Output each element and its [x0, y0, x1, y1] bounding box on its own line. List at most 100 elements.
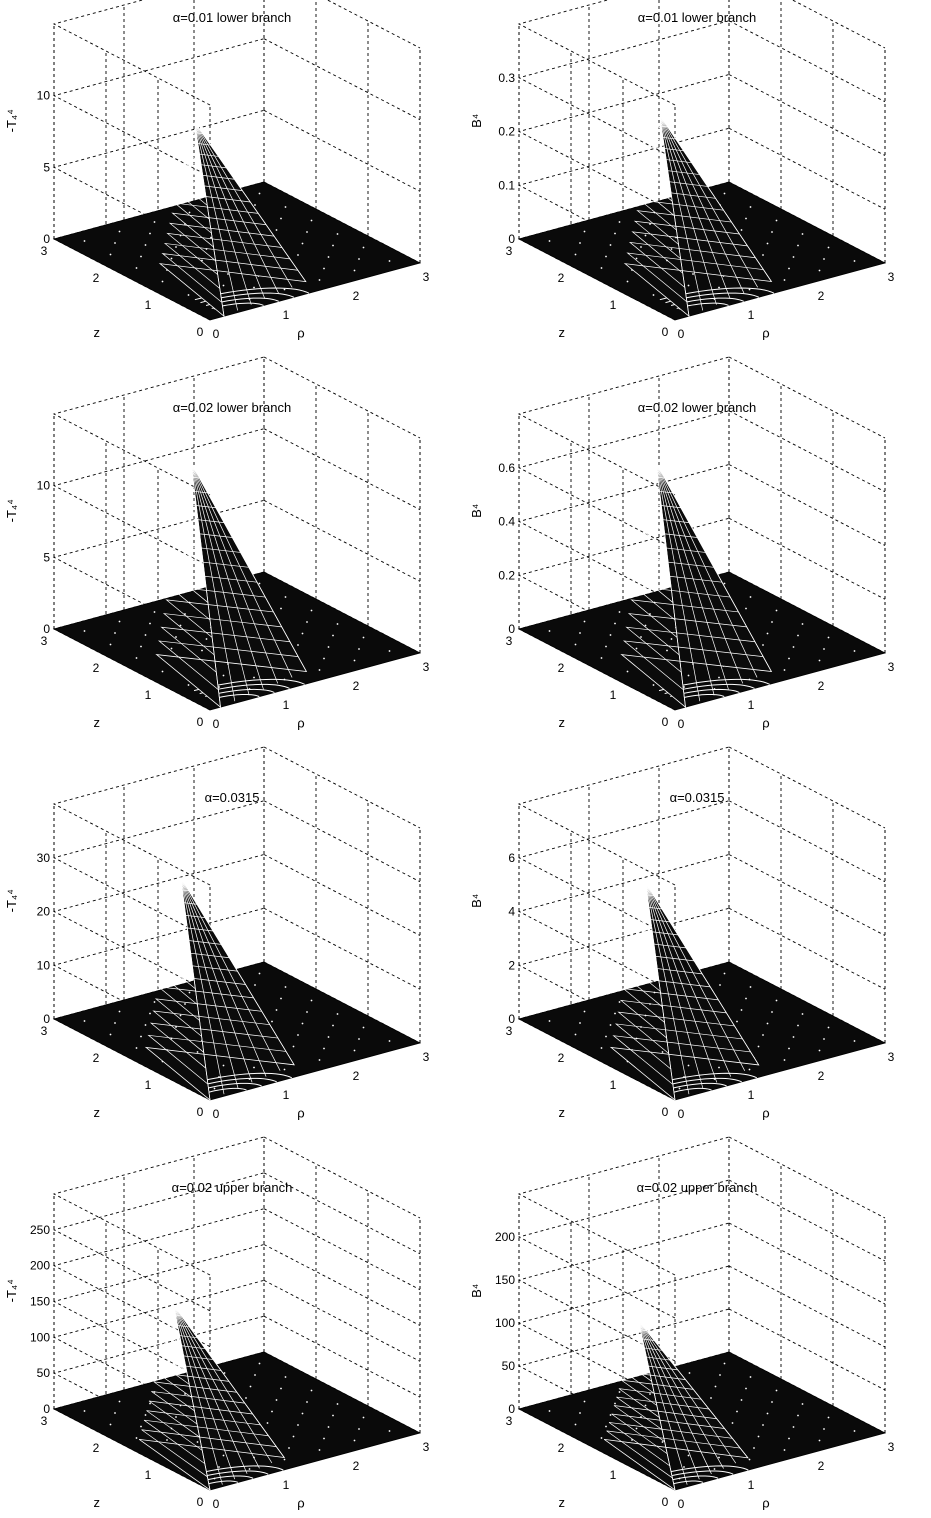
grid-line [728, 1222, 886, 1305]
mesh-node [332, 244, 334, 247]
mesh-node [149, 1012, 151, 1015]
y-axis-label: z [94, 1105, 101, 1120]
mesh-node [362, 636, 365, 639]
mesh-node [801, 1403, 804, 1405]
mesh-node [336, 1403, 339, 1405]
z-tick-label: 2 [508, 958, 515, 972]
mesh-node [284, 1376, 287, 1378]
grid-line [517, 854, 730, 993]
mesh-node [749, 986, 752, 988]
peak-mesh-line [655, 462, 729, 690]
grid-line [517, 356, 730, 496]
grid-line [728, 746, 886, 829]
peak-mesh-line [627, 964, 703, 992]
peak-mesh-line [171, 212, 267, 248]
x-tick-label: 2 [353, 289, 360, 303]
peak-mesh-line [180, 877, 225, 1095]
mesh-node [574, 253, 577, 256]
mesh-node [280, 997, 282, 1000]
mesh-node [114, 1412, 116, 1414]
mesh-node [583, 1010, 586, 1013]
mesh-node [605, 1035, 607, 1038]
mesh-node [635, 257, 638, 260]
mesh-node [135, 1047, 138, 1049]
mesh-node [353, 659, 356, 662]
grid-line [263, 428, 421, 511]
peak-mesh-line [143, 1419, 269, 1464]
peak-mesh-line [157, 640, 299, 690]
peak-mesh-line [655, 463, 715, 696]
mesh-node [280, 1387, 282, 1390]
y-tick-label: 2 [558, 271, 565, 285]
surface-peak [144, 877, 295, 1101]
grid-line [517, 746, 730, 886]
mesh-node [187, 684, 190, 686]
mesh-node [249, 1385, 252, 1388]
x-tick-label: 2 [818, 289, 825, 303]
mesh-node [284, 596, 287, 598]
peak-mesh-line [151, 1391, 245, 1425]
peak-mesh-line [173, 1305, 260, 1469]
mesh-node [688, 1372, 691, 1374]
grid-line [728, 20, 886, 103]
surface-peak [138, 1304, 286, 1491]
peak-mesh-line [149, 1022, 278, 1069]
mesh-node [149, 232, 151, 235]
mesh-node [745, 217, 747, 220]
y-tick-label: 3 [506, 244, 513, 258]
mesh-node [797, 1024, 799, 1027]
mesh-node [775, 609, 778, 612]
x-axis-label: ρ [297, 715, 304, 730]
peak-mesh-line [173, 1305, 248, 1474]
z-tick-label: 4 [508, 905, 515, 919]
peak-mesh-line [168, 222, 275, 262]
surface-panel: 0 0.2 0.4 0.6 B⁴ 0 1 2 3 z 0 1 2 3 ρ α=0.02 lower branc… [469, 356, 895, 731]
z-tick-label: 0.1 [498, 178, 515, 192]
mesh-node [184, 1003, 186, 1005]
grid-line [728, 356, 886, 439]
mesh-node [749, 1376, 752, 1378]
grid-line [517, 127, 730, 267]
mesh-node [318, 1449, 321, 1451]
peak-mesh-line [645, 882, 676, 1101]
grid-line [728, 800, 886, 883]
mesh-node [600, 657, 603, 659]
mesh-node [827, 246, 830, 249]
mesh-node [301, 632, 304, 635]
x-tick-label: 3 [423, 1050, 430, 1064]
mesh-node [388, 1430, 391, 1432]
grid-line [517, 1136, 730, 1276]
mesh-node [353, 1049, 356, 1052]
grid-line [52, 38, 265, 178]
grid-line [728, 127, 886, 210]
mesh-node [83, 1410, 86, 1412]
mesh-node [723, 582, 726, 585]
peak-mesh-line [141, 1429, 277, 1478]
peak-mesh-line [178, 182, 243, 206]
mesh-node [210, 236, 212, 239]
mesh-node [301, 1022, 304, 1025]
mesh-node [649, 223, 651, 225]
mesh-node [609, 634, 612, 636]
peak-mesh-line [156, 1371, 230, 1398]
mesh-node [222, 284, 225, 287]
peak-mesh-line [645, 882, 718, 1083]
mesh-node [297, 1424, 299, 1426]
mesh-node [327, 1426, 330, 1428]
surface-peak [603, 1320, 749, 1491]
mesh-node [280, 607, 282, 610]
mesh-node [771, 1011, 773, 1013]
contour-line [208, 1087, 247, 1093]
mesh-node [222, 674, 225, 677]
mesh-node [213, 1087, 216, 1090]
peak-mesh-line [655, 463, 701, 702]
mesh-node [188, 211, 191, 214]
mesh-node [388, 260, 391, 262]
mesh-node [731, 1422, 734, 1424]
mesh-node [332, 634, 334, 637]
peak-mesh-line [157, 986, 254, 1021]
mesh-node [323, 1437, 325, 1440]
y-tick-label: 0 [197, 1495, 204, 1509]
peak-mesh-line [180, 877, 239, 1089]
mesh-node [757, 1045, 760, 1048]
